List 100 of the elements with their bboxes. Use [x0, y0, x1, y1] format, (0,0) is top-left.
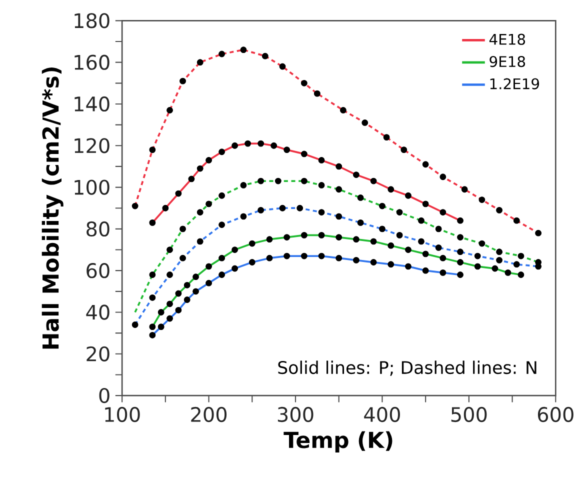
point [180, 78, 186, 84]
point [206, 263, 212, 270]
point [188, 176, 195, 182]
point [192, 274, 199, 280]
point [258, 178, 264, 184]
point [388, 242, 394, 249]
point [422, 161, 429, 168]
point [270, 142, 278, 150]
point [284, 234, 290, 241]
y-tick-label: 100 [74, 180, 110, 196]
point [314, 90, 320, 97]
y-tick-label: 180 [74, 13, 110, 28]
point [513, 261, 520, 268]
point [405, 192, 412, 200]
point [240, 213, 247, 220]
point [357, 194, 364, 202]
point [162, 205, 169, 212]
point [418, 238, 424, 245]
point [279, 63, 286, 70]
point [396, 209, 403, 216]
point [258, 207, 264, 214]
point [218, 148, 225, 156]
point [149, 294, 156, 302]
point [218, 222, 225, 228]
point [192, 288, 199, 295]
point [353, 172, 360, 178]
point [166, 107, 173, 114]
point [206, 200, 212, 208]
point [149, 146, 156, 154]
point [149, 272, 156, 278]
point [166, 300, 173, 308]
point [457, 272, 464, 278]
point [318, 157, 325, 164]
point [435, 226, 442, 232]
point [504, 270, 512, 276]
point [158, 324, 164, 330]
point [513, 218, 520, 224]
point [318, 253, 325, 260]
point [175, 190, 182, 197]
point [166, 246, 173, 254]
point [244, 140, 252, 147]
point [496, 207, 502, 214]
point [196, 209, 204, 216]
point [262, 53, 268, 60]
point [300, 178, 308, 184]
point [336, 213, 342, 220]
point [440, 174, 446, 180]
point [240, 182, 247, 189]
point [474, 263, 481, 270]
legend-label: 1.2E19 [490, 78, 539, 90]
y-tick-label: 40 [86, 304, 110, 320]
x-tick-label: 100 [105, 407, 140, 422]
x-tick-label: 500 [451, 407, 487, 422]
point [478, 196, 486, 204]
y-tick-label: 140 [74, 96, 110, 112]
point [218, 50, 225, 58]
y-tick-label: 20 [86, 346, 110, 362]
point [340, 107, 346, 114]
point [357, 220, 364, 226]
point [396, 232, 403, 239]
point [318, 232, 325, 239]
point [196, 59, 204, 66]
y-tick-label: 120 [74, 138, 110, 154]
point [175, 307, 182, 314]
point [180, 226, 186, 232]
point [383, 134, 390, 141]
y-tick-label: 160 [74, 54, 110, 70]
y-tick-label: 80 [86, 222, 110, 237]
point [457, 234, 464, 241]
point [370, 238, 377, 245]
point [166, 315, 173, 322]
point [370, 259, 377, 266]
point [457, 259, 464, 266]
point [440, 255, 446, 262]
point [232, 142, 238, 150]
point [300, 232, 308, 239]
point [379, 203, 386, 210]
point [274, 178, 282, 184]
point [535, 230, 542, 236]
point [248, 240, 256, 247]
point [196, 166, 204, 172]
point [422, 200, 429, 208]
point [353, 257, 360, 264]
point [518, 272, 524, 278]
point [478, 240, 486, 247]
x-tick-label: 600 [538, 407, 574, 422]
point [336, 255, 342, 262]
point [492, 265, 498, 272]
point [180, 255, 186, 262]
point [474, 253, 481, 260]
point [422, 268, 429, 274]
point [232, 265, 238, 272]
point [370, 178, 377, 184]
point [440, 270, 446, 276]
x-tick-label: 400 [364, 407, 400, 422]
point [149, 332, 156, 339]
point [248, 259, 256, 266]
legend-label: 9E18 [490, 56, 526, 68]
point [440, 209, 446, 216]
point [218, 272, 225, 278]
